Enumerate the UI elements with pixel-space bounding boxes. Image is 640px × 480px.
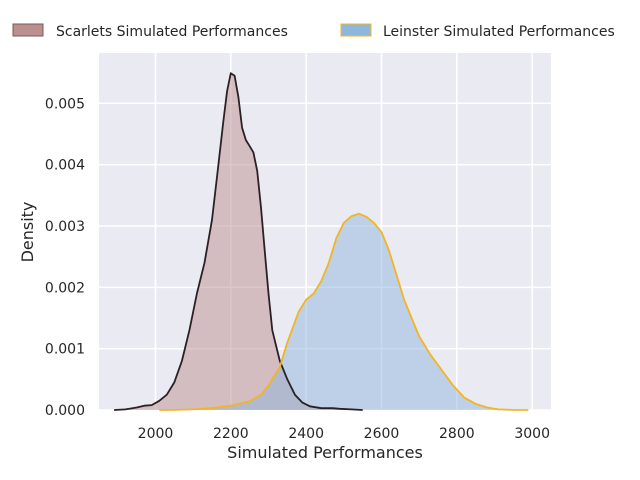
- x-axis-ticks: 2000 2200 2400 2600 2800 3000: [138, 426, 550, 442]
- legend-label-scarlets: Scarlets Simulated Performances: [56, 24, 288, 40]
- y-tick-label: 0.002: [45, 280, 85, 296]
- x-tick-label: 2000: [138, 426, 174, 442]
- y-tick-label: 0.001: [45, 342, 85, 358]
- series-line-1: [159, 212, 529, 411]
- series-layer: [114, 72, 529, 411]
- y-axis-label: Density: [18, 202, 37, 263]
- legend-swatch-scarlets: [12, 23, 44, 37]
- y-tick-label: 0.003: [45, 219, 85, 235]
- x-tick-label: 2600: [364, 426, 400, 442]
- y-tick-label: 0.000: [45, 403, 85, 419]
- series-area-0: [114, 73, 363, 410]
- legend: Scarlets Simulated Performances Leinster…: [12, 23, 615, 40]
- y-axis-ticks: 0.000 0.001 0.002 0.003 0.004 0.005: [45, 96, 85, 419]
- series-lines: [114, 72, 529, 411]
- series-line-0: [114, 72, 363, 411]
- x-tick-label: 3000: [514, 426, 550, 442]
- x-tick-label: 2800: [439, 426, 475, 442]
- x-tick-label: 2200: [213, 426, 249, 442]
- x-axis-label: Simulated Performances: [227, 443, 423, 462]
- series-area-1: [159, 213, 529, 410]
- y-tick-label: 0.005: [45, 96, 85, 112]
- legend-label-leinster: Leinster Simulated Performances: [383, 24, 615, 40]
- legend-swatch-leinster: [340, 23, 372, 37]
- series-areas: [114, 73, 529, 410]
- x-tick-label: 2400: [288, 426, 324, 442]
- y-tick-label: 0.004: [45, 158, 85, 174]
